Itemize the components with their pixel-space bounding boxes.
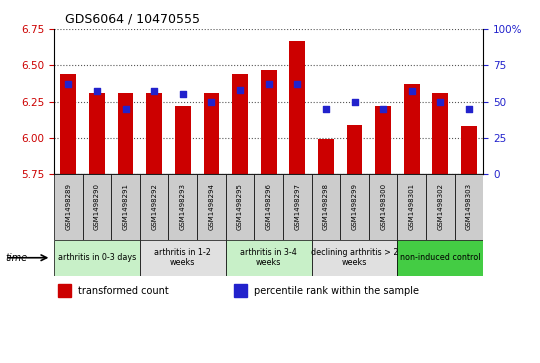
Text: GDS6064 / 10470555: GDS6064 / 10470555 <box>65 12 200 25</box>
Point <box>93 89 102 94</box>
Text: GSM1498302: GSM1498302 <box>437 183 443 231</box>
Bar <box>426 174 455 240</box>
Text: GSM1498289: GSM1498289 <box>65 183 71 231</box>
Point <box>178 91 187 97</box>
Bar <box>54 240 140 276</box>
Bar <box>234 284 247 297</box>
Point <box>379 106 388 112</box>
Text: GSM1498292: GSM1498292 <box>151 183 157 231</box>
Text: arthritis in 1-2
weeks: arthritis in 1-2 weeks <box>154 248 211 268</box>
Point <box>464 106 473 112</box>
Point <box>408 89 416 94</box>
Text: percentile rank within the sample: percentile rank within the sample <box>254 286 418 295</box>
Text: GSM1498296: GSM1498296 <box>266 183 272 231</box>
Text: non-induced control: non-induced control <box>400 253 481 262</box>
Point <box>64 81 72 87</box>
Bar <box>461 126 477 174</box>
Bar <box>232 74 248 174</box>
Text: GSM1498298: GSM1498298 <box>323 183 329 231</box>
Bar <box>261 70 276 174</box>
Bar <box>89 93 105 174</box>
Bar <box>397 174 426 240</box>
Bar <box>254 174 283 240</box>
Bar <box>204 93 219 174</box>
Text: arthritis in 3-4
weeks: arthritis in 3-4 weeks <box>240 248 297 268</box>
Text: GSM1498301: GSM1498301 <box>409 183 415 231</box>
Bar <box>118 93 133 174</box>
Text: GSM1498303: GSM1498303 <box>466 183 472 231</box>
Text: GSM1498294: GSM1498294 <box>208 183 214 231</box>
Point <box>150 89 159 94</box>
Bar <box>312 174 340 240</box>
Text: GSM1498295: GSM1498295 <box>237 183 243 231</box>
Bar <box>146 93 162 174</box>
Bar <box>58 284 71 297</box>
Text: declining arthritis > 2
weeks: declining arthritis > 2 weeks <box>310 248 399 268</box>
Bar <box>289 41 305 174</box>
Bar <box>168 174 197 240</box>
Point <box>350 99 359 105</box>
Bar <box>347 125 362 174</box>
Bar <box>397 240 483 276</box>
Text: GSM1498300: GSM1498300 <box>380 183 386 231</box>
Text: transformed count: transformed count <box>78 286 168 295</box>
Text: GSM1498293: GSM1498293 <box>180 183 186 231</box>
Bar <box>226 174 254 240</box>
Bar <box>369 174 397 240</box>
Bar <box>175 106 191 174</box>
Text: time: time <box>5 253 28 263</box>
Bar <box>197 174 226 240</box>
Bar <box>140 240 226 276</box>
Point <box>436 99 445 105</box>
Point <box>122 106 130 112</box>
Bar <box>283 174 312 240</box>
Bar <box>140 174 168 240</box>
Text: arthritis in 0-3 days: arthritis in 0-3 days <box>58 253 136 262</box>
Bar <box>226 240 312 276</box>
Bar <box>111 174 140 240</box>
Point <box>207 99 216 105</box>
Point <box>293 81 301 87</box>
Bar <box>404 84 420 174</box>
Text: GSM1498299: GSM1498299 <box>352 183 357 231</box>
Point <box>322 106 330 112</box>
Bar <box>60 74 76 174</box>
Bar <box>375 106 391 174</box>
Point <box>265 81 273 87</box>
Bar <box>433 93 448 174</box>
Text: GSM1498291: GSM1498291 <box>123 183 129 231</box>
Bar <box>340 174 369 240</box>
Bar <box>318 139 334 174</box>
Bar <box>54 174 83 240</box>
Point <box>235 87 244 93</box>
Text: GSM1498297: GSM1498297 <box>294 183 300 231</box>
Bar <box>312 240 397 276</box>
Bar <box>455 174 483 240</box>
Bar <box>83 174 111 240</box>
Text: GSM1498290: GSM1498290 <box>94 183 100 231</box>
